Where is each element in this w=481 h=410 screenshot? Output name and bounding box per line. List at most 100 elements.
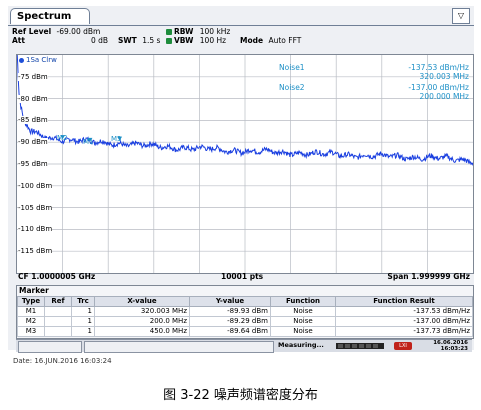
cell-function: Noise: [270, 326, 336, 337]
figure-caption: 图 3-22 噪声频谱密度分布: [163, 388, 318, 403]
noise2-density: -137.00 dBm/Hz: [408, 83, 469, 92]
span: Span 1.999999 GHz: [387, 272, 470, 281]
cell-trc: 1: [71, 306, 95, 317]
marker-m2: [60, 135, 66, 140]
y-tick-label: -95 dBm: [18, 160, 48, 168]
y-tick-label: -80 dBm: [18, 94, 48, 103]
cell-ref: [44, 326, 72, 337]
spectrum-chart: [17, 55, 473, 273]
lxi-logo-icon: LXI: [394, 342, 412, 350]
cell-type: M2: [17, 316, 45, 327]
cell-y-value: -89.64 dBm: [189, 326, 271, 337]
status-bar: Measuring... LXI 16.06.2016 16:03:23: [16, 339, 472, 353]
col-y-value: Y-value: [189, 296, 271, 307]
noise1-value: -137.53 dBm/Hz 320.003 MHz: [408, 63, 469, 81]
mode-label: Mode: [240, 36, 264, 45]
table-row[interactable]: M3 1 450.0 MHz -89.64 dBm Noise -137.73 …: [17, 326, 473, 337]
param-vbw: VBW 100 Hz: [166, 36, 226, 45]
status-softkey-2[interactable]: [84, 341, 274, 353]
marker-table-panel: Marker Type Ref Trc X-value Y-value Func…: [16, 285, 474, 339]
col-function: Function: [270, 296, 336, 307]
cell-x-value: 200.0 MHz: [94, 316, 190, 327]
marker-label-m3[interactable]: M3: [111, 135, 122, 143]
table-row[interactable]: M2 1 200.0 MHz -89.29 dBm Noise -137.00 …: [17, 316, 473, 327]
cell-trc: 1: [71, 326, 95, 337]
cell-ref: [44, 306, 72, 317]
col-type: Type: [17, 296, 45, 307]
screenshot-date: Date: 16.JUN.2016 16:03:24: [13, 357, 112, 365]
cell-trc: 1: [71, 316, 95, 327]
cell-type: M3: [17, 326, 45, 337]
table-row[interactable]: M1 1 320.003 MHz -89.93 dBm Noise -137.5…: [17, 306, 473, 317]
progress-bar: [336, 343, 384, 349]
cell-x-value: 320.003 MHz: [94, 306, 190, 317]
marker-layer: [60, 135, 123, 142]
noise2-value: -137.00 dBm/Hz 200.000 MHz: [408, 83, 469, 101]
trace-label-text: 1Sa Clrw: [26, 56, 57, 64]
param-rbw: RBW 100 kHz: [166, 27, 230, 36]
param-swt: SWT 1.5 s: [118, 36, 160, 45]
vbw-label: VBW: [174, 36, 194, 45]
cell-ref: [44, 316, 72, 327]
cell-type: M1: [17, 306, 45, 317]
marker-table-title: Marker: [19, 286, 49, 295]
vbw-indicator-icon: [166, 38, 172, 44]
param-ref-level: Ref Level -69.00 dBm: [12, 27, 100, 36]
swt-label: SWT: [118, 36, 137, 45]
col-ref: Ref: [44, 296, 72, 307]
plot-grid: [17, 55, 473, 273]
vbw-value: 100 Hz: [199, 36, 227, 45]
y-tick-label: -105 dBm: [18, 203, 53, 212]
sweep-points: 10001 pts: [221, 272, 264, 281]
spectrum-plot[interactable]: 1Sa Clrw -75 dBm -80 dBm -85 dBm -90 dBm -95…: [16, 54, 474, 274]
noise1-density: -137.53 dBm/Hz: [408, 63, 469, 72]
measuring-status: Measuring...: [278, 341, 324, 349]
col-x-value: X-value: [94, 296, 190, 307]
param-att: Att 0 dB: [12, 36, 108, 45]
cell-x-value: 450.0 MHz: [94, 326, 190, 337]
tab-spectrum[interactable]: Spectrum: [10, 8, 90, 24]
cell-function-result: -137.00 dBm/Hz: [335, 316, 473, 327]
swt-value: 1.5 s: [142, 36, 161, 45]
noise1-freq: 320.003 MHz: [419, 72, 469, 81]
noise2-freq: 200.000 MHz: [419, 92, 469, 101]
trace-label: 1Sa Clrw: [19, 56, 57, 64]
trace-dot-icon: [19, 57, 24, 63]
att-value: 0 dB: [90, 36, 108, 45]
trace-line: [17, 55, 473, 166]
noise1-name: Noise1: [279, 63, 305, 72]
tab-divider: [8, 25, 474, 26]
status-date: 16.06.2016: [433, 340, 468, 346]
cell-y-value: -89.29 dBm: [189, 316, 271, 327]
col-trc: Trc: [71, 296, 95, 307]
y-tick-label: -100 dBm: [18, 181, 53, 190]
y-tick-label: -75 dBm: [18, 72, 48, 81]
status-datetime: 16.06.2016 16:03:23: [433, 340, 468, 352]
col-function-result: Function Result: [335, 296, 473, 307]
y-tick-label: -115 dBm: [18, 247, 53, 256]
att-label: Att: [12, 36, 25, 45]
marker-label-m1[interactable]: M1: [83, 138, 94, 146]
y-tick-label: -85 dBm: [18, 116, 48, 125]
status-time: 16:03:23: [440, 346, 468, 352]
rbw-indicator-icon: [166, 29, 172, 35]
noise2-name: Noise2: [279, 83, 305, 92]
cell-function: Noise: [270, 316, 336, 327]
marker-label-m2[interactable]: M2: [57, 134, 68, 142]
cell-function-result: -137.53 dBm/Hz: [335, 306, 473, 317]
plot-footer: CF 1.0000005 GHz 10001 pts Span 1.999999…: [16, 272, 472, 282]
param-mode: Mode Auto FFT: [240, 36, 301, 45]
rbw-value: 100 kHz: [199, 27, 231, 36]
tab-menu-icon[interactable]: ▽: [452, 8, 470, 24]
cell-function-result: -137.73 dBm/Hz: [335, 326, 473, 337]
y-tick-label: -110 dBm: [18, 225, 53, 234]
trace-layer: [17, 55, 473, 166]
marker-table: Type Ref Trc X-value Y-value Function Fu…: [17, 296, 473, 337]
marker-m1: [87, 137, 93, 142]
cell-function: Noise: [270, 306, 336, 317]
cell-y-value: -89.93 dBm: [189, 306, 271, 317]
status-softkey-1[interactable]: [18, 341, 82, 353]
center-frequency: CF 1.0000005 GHz: [18, 272, 96, 281]
analyzer-screen: Spectrum ▽ Ref Level -69.00 dBm Att 0 dB…: [8, 6, 474, 353]
y-tick-label: -90 dBm: [18, 138, 48, 147]
